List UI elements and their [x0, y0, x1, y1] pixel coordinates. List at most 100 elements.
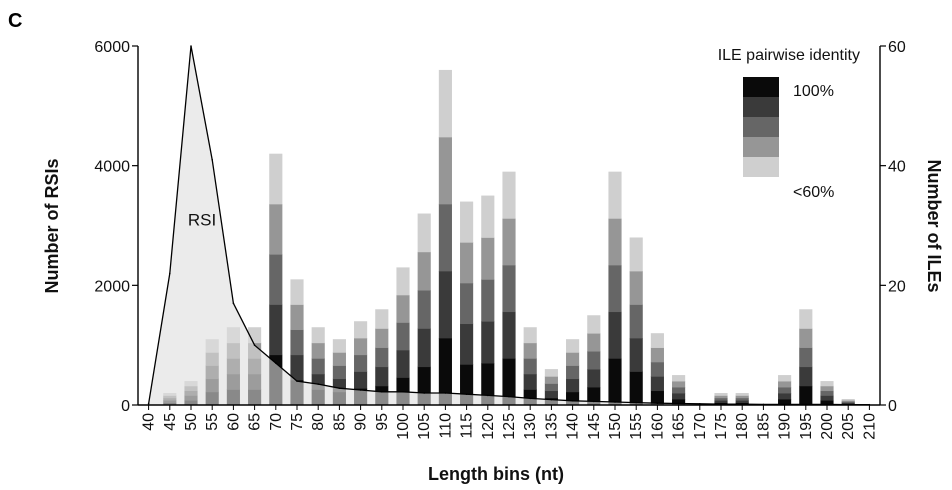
bar-segment — [672, 399, 686, 406]
bar-segment — [332, 352, 346, 366]
bar-segment — [650, 376, 664, 392]
rsi-point — [147, 403, 150, 405]
legend-swatches — [743, 77, 779, 177]
x-tick-label: 155 — [628, 413, 645, 440]
rsi-point — [190, 45, 192, 47]
x-tick-label: 140 — [565, 413, 582, 440]
bar-120 — [481, 195, 495, 406]
bar-segment — [629, 304, 643, 339]
x-tick-label: 55 — [204, 413, 221, 431]
y-tick-label-right: 20 — [888, 278, 906, 295]
x-tick-label: 70 — [268, 413, 285, 431]
bar-segment — [608, 358, 622, 406]
bar-130 — [523, 327, 537, 406]
rsi-point — [614, 401, 616, 403]
rsi-point — [487, 394, 489, 397]
bar-segment — [735, 397, 749, 401]
x-tick-label: 105 — [416, 413, 433, 440]
bar-segment — [396, 349, 410, 378]
x-tick-label: 65 — [247, 413, 264, 431]
legend-swatch — [743, 117, 779, 137]
bar-115 — [460, 201, 474, 406]
rsi-point — [423, 392, 426, 394]
rsi-point — [656, 402, 659, 405]
x-tick-label: 110 — [437, 413, 454, 439]
bar-segment — [375, 366, 389, 387]
bar-segment — [587, 369, 601, 388]
x-tick-label: 115 — [459, 413, 476, 439]
bar-segment — [502, 171, 516, 219]
x-tick-label: 170 — [692, 413, 709, 440]
x-tick-label: 130 — [522, 413, 539, 440]
bar-segment — [820, 381, 834, 387]
bar-segment — [799, 347, 813, 368]
x-tick-label: 90 — [353, 413, 370, 431]
bar-segment — [481, 195, 495, 238]
bar-segment — [269, 153, 283, 205]
bar-segment — [523, 327, 537, 344]
bar-160 — [650, 333, 664, 406]
bar-segment — [841, 401, 855, 404]
x-tick-label: 75 — [289, 413, 306, 431]
bar-segment — [290, 329, 304, 356]
rsi-point — [465, 393, 468, 396]
bar-segment — [820, 385, 834, 392]
bar-200 — [820, 381, 834, 406]
bar-segment — [417, 251, 431, 291]
bar-segment — [375, 309, 389, 329]
x-tick-label: 95 — [374, 413, 391, 431]
bar-segment — [566, 352, 580, 366]
rsi-point — [550, 398, 553, 401]
y-tick-label-left: 6000 — [94, 39, 130, 56]
bar-segment — [417, 213, 431, 253]
bar-segment — [523, 358, 537, 375]
bar-segment — [672, 393, 686, 400]
bar-segment — [799, 366, 813, 387]
bar-segment — [735, 400, 749, 403]
x-tick-label: 60 — [225, 413, 242, 431]
x-tick-label: 135 — [543, 413, 560, 440]
bar-segment — [481, 237, 495, 280]
x-tick-label: 120 — [480, 413, 497, 440]
bar-segment — [820, 390, 834, 396]
y-tick-label-left: 4000 — [94, 159, 130, 176]
rsi-point — [402, 391, 404, 393]
bar-segment — [714, 400, 728, 403]
x-tick-label: 175 — [713, 413, 730, 440]
x-tick-label: 160 — [649, 413, 666, 440]
bar-segment — [502, 311, 516, 359]
y-tick-label-right: 40 — [888, 159, 906, 176]
rsi-point — [635, 401, 637, 404]
rsi-point — [699, 403, 701, 405]
bar-segment — [438, 136, 452, 205]
rsi-point — [275, 362, 277, 364]
bar-segment — [672, 381, 686, 388]
bar-segment — [460, 201, 474, 243]
x-tick-label: 145 — [586, 413, 603, 440]
legend-swatch — [743, 77, 779, 97]
bar-segment — [375, 347, 389, 368]
bar-165 — [672, 375, 686, 406]
x-tick-label: 45 — [162, 413, 179, 431]
bar-segment — [460, 323, 474, 365]
bar-150 — [608, 171, 622, 406]
bar-segment — [587, 333, 601, 352]
bar-segment — [396, 294, 410, 323]
rsi-point — [529, 397, 531, 400]
bar-segment — [311, 327, 325, 344]
bar-segment — [608, 171, 622, 219]
x-tick-label: 190 — [777, 413, 794, 440]
rsi-point — [593, 400, 595, 403]
bar-segment — [417, 290, 431, 329]
bar-segment — [481, 279, 495, 322]
x-tick-label: 85 — [331, 413, 348, 431]
bar-155 — [629, 237, 643, 406]
bar-segment — [735, 393, 749, 396]
bar-segment — [608, 311, 622, 359]
bar-segment — [629, 270, 643, 305]
bar-segment — [799, 328, 813, 348]
bar-segment — [438, 337, 452, 406]
bar-segment — [650, 333, 664, 348]
